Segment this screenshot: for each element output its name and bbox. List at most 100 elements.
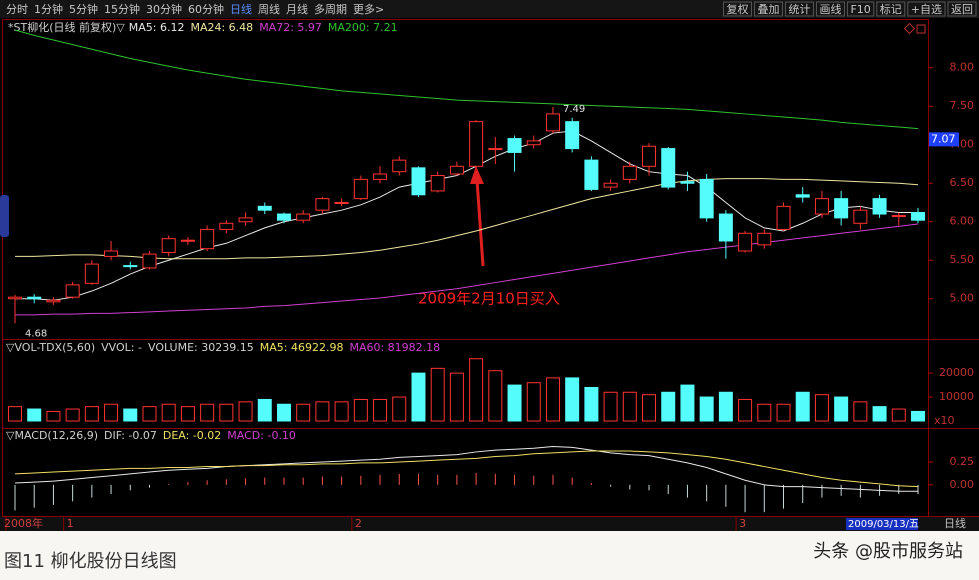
candle-body (911, 211, 925, 221)
candle-body (65, 284, 80, 298)
button-frame (907, 1, 946, 17)
date-bar (0, 517, 979, 531)
toolbar-tab[interactable]: 30分钟 (146, 2, 182, 16)
candle-body (718, 213, 733, 242)
volume-bar (276, 403, 291, 422)
figure-caption: 图11 柳化股份日线图 (4, 551, 177, 572)
line (14, 450, 919, 488)
candle-body (891, 215, 906, 218)
period-label: 日线 (944, 516, 966, 530)
toolbar-tab[interactable]: 60分钟 (188, 2, 224, 16)
legend-entry: MACD: -0.10 (227, 429, 296, 442)
volume-bar (603, 391, 618, 422)
candle-body (373, 173, 388, 180)
y-tick-label: 6.50 (950, 176, 975, 189)
toolbar-button[interactable]: 复权 (726, 2, 748, 16)
volume-bar (891, 408, 906, 422)
button-frame (947, 1, 977, 17)
icon[interactable] (916, 24, 926, 34)
chart-title: *ST柳化(日线 前复权)▽ (8, 20, 125, 34)
volume-bar (84, 406, 99, 422)
candle-body (661, 148, 676, 188)
candle-body (757, 232, 772, 246)
toolbar-button[interactable]: 画线 (819, 2, 841, 16)
button-frame (784, 1, 814, 17)
toolbar-tab[interactable]: 5分钟 (69, 2, 98, 16)
candle-body (507, 138, 522, 153)
volume-bar (718, 391, 733, 422)
candle-body (776, 205, 791, 230)
volume-bar (161, 403, 176, 422)
candle-body (296, 213, 311, 221)
toolbar-button[interactable]: +自选 (911, 3, 942, 16)
candle-body (353, 178, 368, 200)
x-tick-label: 2008年 (4, 516, 43, 530)
toolbar-tab[interactable]: 更多> (353, 2, 384, 16)
volume-bar (353, 398, 368, 422)
volume-bar (411, 372, 426, 422)
button-frame (753, 1, 783, 17)
line (15, 178, 919, 260)
candle-body (84, 263, 99, 284)
candle-body (334, 201, 349, 204)
line (14, 29, 919, 130)
candle-body (545, 113, 560, 132)
toolbar-button[interactable]: F10 (850, 3, 870, 16)
toolbar-tab[interactable]: 日线 (230, 2, 252, 16)
volume-bar (65, 408, 80, 422)
volume-bar (373, 398, 388, 422)
toolbar-button[interactable]: 返回 (951, 3, 973, 16)
volume-bar (123, 408, 138, 422)
candle-body (699, 178, 714, 219)
candle-body (814, 198, 829, 215)
x-tick-label: 3 (739, 517, 746, 530)
annotation: 2009年2月10日买入 (418, 290, 560, 308)
y-tick-label: 20000 (939, 366, 974, 379)
legend-entry: MA72: 5.97 (259, 21, 322, 34)
candle-body (200, 228, 215, 250)
line (15, 130, 918, 301)
toolbar-tab[interactable]: 月线 (286, 2, 308, 16)
line (14, 445, 918, 492)
toolbar-button[interactable]: 统计 (788, 3, 810, 16)
volume-bar (27, 408, 42, 422)
volume-bar (795, 391, 810, 422)
side-tab[interactable] (0, 195, 9, 237)
volume-bar (180, 406, 195, 422)
volume-bar (238, 401, 253, 422)
volume-bar (911, 410, 925, 422)
volume-bar (680, 384, 695, 422)
volume-bar (507, 384, 522, 422)
legend-entry: DIF: -0.07 (104, 429, 157, 442)
legend-entry: MA200: 7.21 (328, 21, 398, 34)
watermark: 头条 @股市服务站 (813, 541, 963, 562)
legend-entry: MA24: 6.48 (190, 21, 253, 34)
candle-body (488, 148, 503, 151)
toolbar-tab[interactable]: 多周期 (314, 2, 347, 16)
toolbar-button[interactable]: 标记 (880, 2, 902, 16)
volume-bar (738, 398, 753, 422)
y-tick-label: 6.00 (950, 215, 975, 228)
toolbar-tab[interactable]: 周线 (258, 2, 280, 16)
toolbar-tab[interactable]: 15分钟 (104, 2, 140, 16)
button-frame (876, 1, 906, 17)
candle-body (161, 238, 176, 254)
button-frame (846, 1, 875, 17)
candle-body (853, 209, 868, 224)
volume-bar (334, 401, 349, 422)
legend-entry: ▽VOL-TDX(5,60) (6, 341, 95, 354)
y-tick-label: 8.00 (950, 61, 975, 74)
candle-body (257, 205, 272, 211)
toolbar-tab[interactable]: 1分钟 (34, 2, 63, 16)
volume-bar (661, 391, 676, 422)
legend-entry: VVOL: - (101, 341, 142, 354)
candle-body (872, 198, 887, 215)
volume-bar (545, 377, 560, 422)
toolbar-button[interactable]: 叠加 (757, 3, 779, 16)
candle-body (584, 159, 599, 190)
toolbar-tab[interactable]: 分时 (6, 3, 28, 16)
candle-body (622, 165, 637, 180)
icon[interactable] (903, 22, 916, 35)
cursor-date-box (846, 518, 918, 530)
